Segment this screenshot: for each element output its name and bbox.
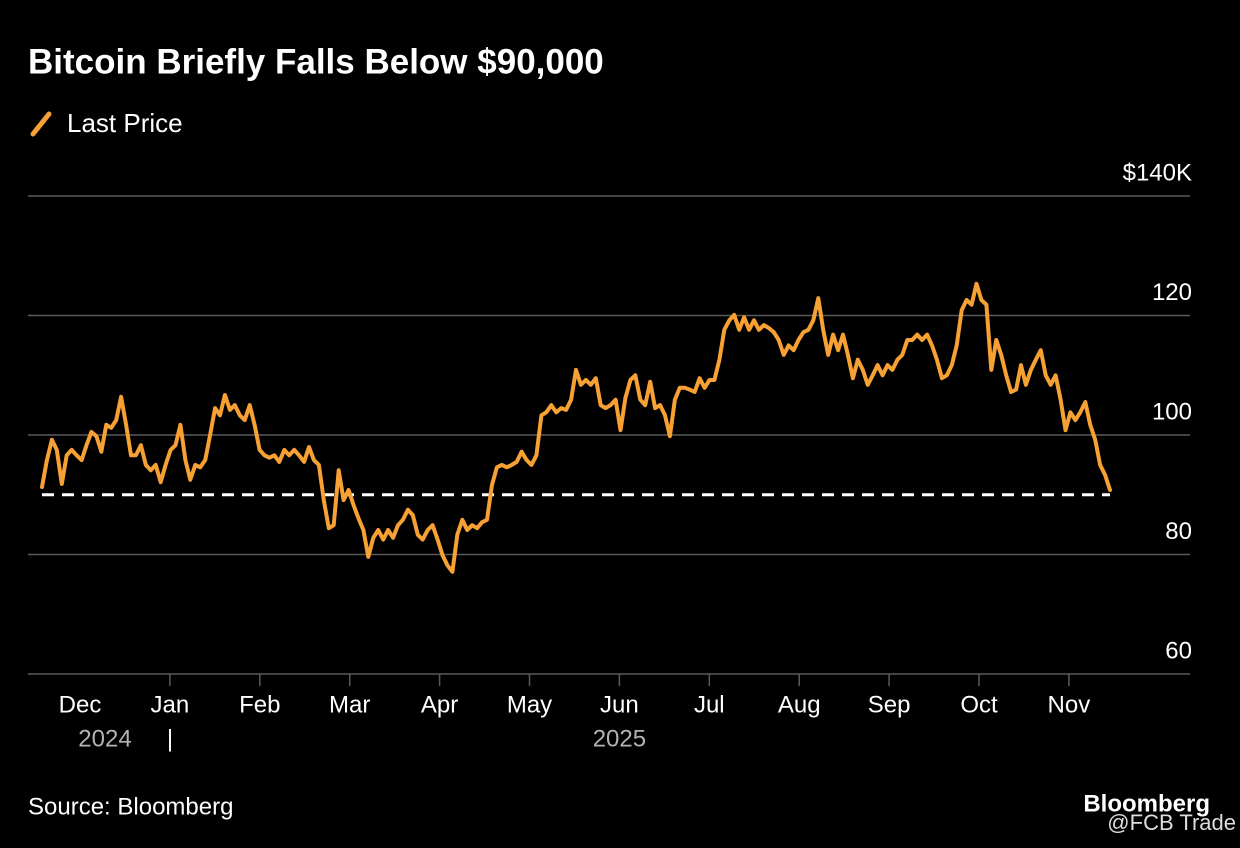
x-tick-label: Jan bbox=[151, 691, 190, 718]
brand-logo: Bloomberg bbox=[1083, 790, 1210, 817]
source-note: Source: Bloomberg bbox=[28, 793, 233, 820]
watermark: @FCB Trade bbox=[1107, 810, 1236, 835]
chart-title: Bitcoin Briefly Falls Below $90,000 bbox=[28, 42, 604, 81]
x-tick-label: Nov bbox=[1048, 691, 1091, 718]
price-line bbox=[40, 281, 1112, 574]
legend-label: Last Price bbox=[67, 108, 183, 138]
x-tick-label: Dec bbox=[59, 691, 102, 718]
x-tick-label: Jul bbox=[694, 691, 725, 718]
y-tick-label: $140K bbox=[1123, 159, 1192, 186]
x-tick-label: Oct bbox=[960, 691, 998, 718]
y-tick-label: 80 bbox=[1165, 518, 1192, 545]
y-tick-label: 120 bbox=[1152, 279, 1192, 306]
x-tick-label: May bbox=[507, 691, 552, 718]
x-tick-label: Sep bbox=[868, 691, 911, 718]
x-tick-label: Feb bbox=[239, 691, 280, 718]
x-tick-label: Mar bbox=[329, 691, 370, 718]
y-tick-label: 60 bbox=[1165, 637, 1192, 664]
x-tick-label: Apr bbox=[421, 691, 458, 718]
y-tick-label: 100 bbox=[1152, 398, 1192, 425]
year-label: 2024 bbox=[78, 725, 131, 752]
x-tick-label: Aug bbox=[778, 691, 821, 718]
legend-swatch bbox=[30, 111, 52, 137]
year-label: 2025 bbox=[593, 725, 646, 752]
x-tick-label: Jun bbox=[600, 691, 639, 718]
year-separator: | bbox=[167, 725, 173, 752]
